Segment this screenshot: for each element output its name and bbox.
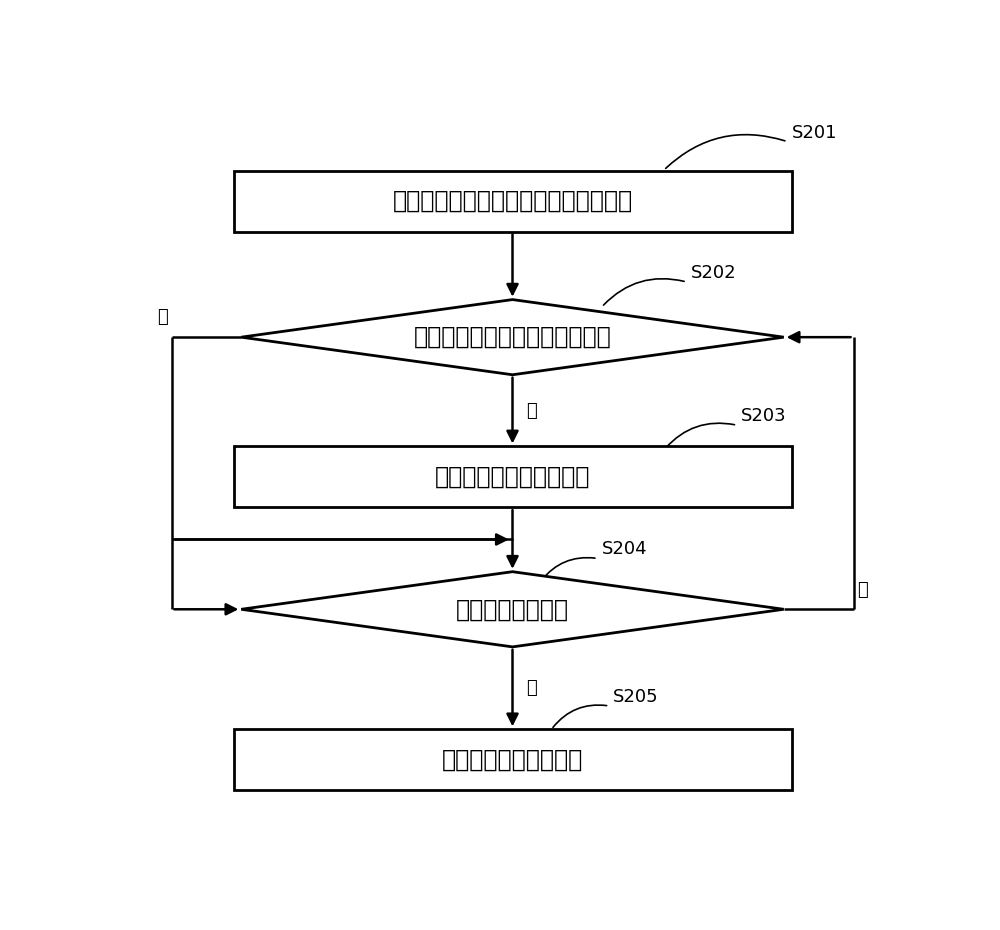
- Polygon shape: [241, 299, 784, 375]
- Bar: [234, 729, 792, 790]
- Text: 输出第一多模态输出信息: 输出第一多模态输出信息: [435, 465, 590, 489]
- Text: 获取用户输入的交互信息，并开始计时: 获取用户输入的交互信息，并开始计时: [392, 189, 633, 213]
- Bar: [234, 446, 792, 507]
- Text: 否: 否: [857, 580, 868, 599]
- Text: 将反馈信息输出给用户: 将反馈信息输出给用户: [442, 748, 583, 772]
- Polygon shape: [241, 572, 784, 647]
- Text: S201: S201: [792, 124, 837, 141]
- Text: 是: 是: [526, 679, 537, 698]
- Text: S203: S203: [741, 407, 787, 425]
- Text: S204: S204: [602, 540, 647, 558]
- Text: 是否得到反馈信息: 是否得到反馈信息: [456, 597, 569, 621]
- Text: 计时时长是否达到第一预设时长: 计时时长是否达到第一预设时长: [414, 326, 611, 349]
- Text: S202: S202: [691, 264, 736, 282]
- Text: 是: 是: [526, 402, 537, 419]
- Text: S205: S205: [613, 688, 659, 706]
- Text: 否: 否: [157, 309, 168, 326]
- Bar: [234, 171, 792, 232]
